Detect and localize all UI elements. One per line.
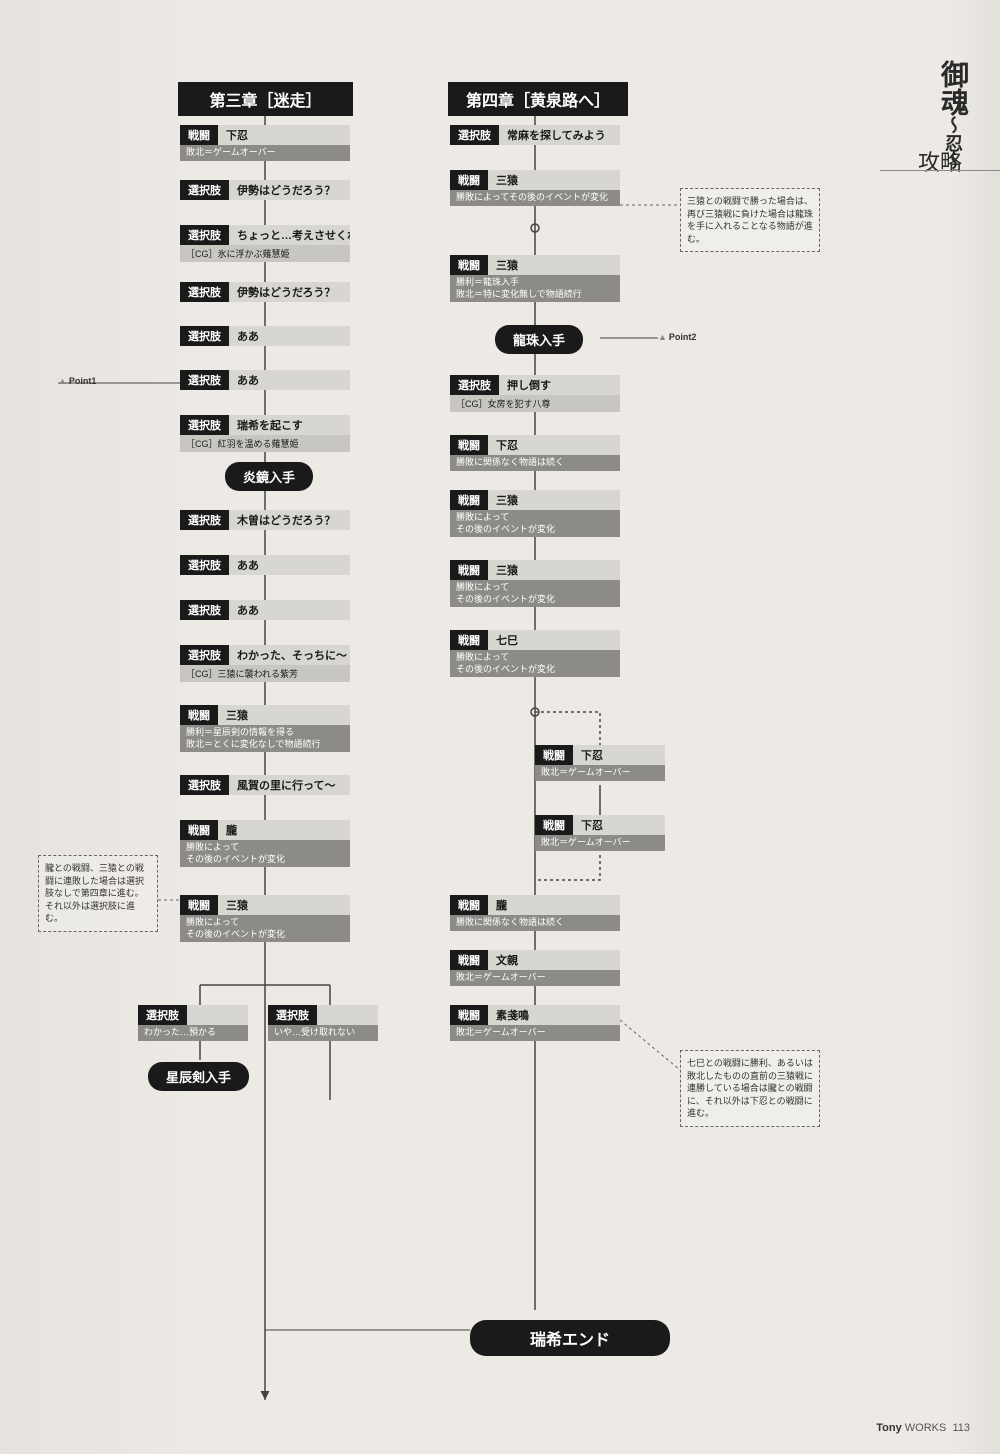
flow-node: 戦闘朧勝敗に関係なく物語は続く — [450, 895, 620, 931]
flow-node: 戦闘下忍勝敗に関係なく物語は続く — [450, 435, 620, 471]
sidebar-divider — [880, 170, 1000, 171]
flow-node: 戦闘三猿勝敗によってその後のイベントが変化 — [450, 170, 620, 206]
flow-node: 戦闘七巳勝敗によってその後のイベントが変化 — [450, 630, 620, 677]
flow-node: 選択肢伊勢はどうだろう？ — [180, 180, 350, 200]
flow-node: 戦闘下忍敗北＝ゲームオーバー — [180, 125, 350, 161]
flow-node: 選択肢風賀の里に行って〜 — [180, 775, 350, 795]
flow-node: 選択肢ああ — [180, 555, 350, 575]
flow-node: 戦闘朧勝敗によってその後のイベントが変化 — [180, 820, 350, 867]
flow-node: 選択肢瑞希を起こす［CG］紅羽を温める薙慧姫 — [180, 415, 350, 452]
ending-badge: 瑞希エンド — [470, 1320, 670, 1356]
flow-node: 戦闘素戔鳴敗北＝ゲームオーバー — [450, 1005, 620, 1041]
note-box: 朧との戦闘、三猿との戦闘に連敗した場合は選択肢なしで第四章に進む。それ以外は選択… — [38, 855, 158, 932]
flow-node: 戦闘三猿勝敗によってその後のイベントが変化 — [450, 490, 620, 537]
point-marker: Point2 — [658, 332, 696, 342]
note-box: 七巳との戦闘に勝利、あるいは敗北したものの直前の三猿戦に連勝している場合は朧との… — [680, 1050, 820, 1127]
flow-node: 選択肢ああ — [180, 326, 350, 346]
flow-node: 選択肢常麻を探してみよう — [450, 125, 620, 145]
page-background: 御魂〜忍〜 攻略 第三章［迷走］ 第四章［黄泉路へ］ 戦闘下忍敗北＝ゲームオーバ… — [0, 0, 1000, 1454]
choice-decline: 選択肢 いや…受け取れない — [268, 1005, 378, 1041]
flow-node: 選択肢ああ — [180, 370, 350, 390]
item-badge-ryuuju: 龍珠入手 — [495, 325, 583, 354]
item-badge-seishinken: 星辰剣入手 — [148, 1062, 249, 1091]
section-title: 攻略 — [918, 145, 962, 177]
chapter-4-header: 第四章［黄泉路へ］ — [448, 82, 628, 116]
flow-node: 選択肢ちょっと…考えさせくれ［CG］氷に浮かぶ薙慧姫 — [180, 225, 350, 262]
flow-node: 選択肢伊勢はどうだろう？ — [180, 282, 350, 302]
flow-node: 選択肢木曽はどうだろう？ — [180, 510, 350, 530]
flow-node: 戦闘三猿勝敗によってその後のイベントが変化 — [450, 560, 620, 607]
flow-node: 選択肢わかった、そっちに〜［CG］三猿に襲われる紫芳 — [180, 645, 350, 682]
flow-node: 選択肢ああ — [180, 600, 350, 620]
flow-node: 戦闘下忍敗北＝ゲームオーバー — [535, 815, 665, 851]
connector-lines — [0, 0, 1000, 1454]
flow-node: 戦闘三猿勝敗によってその後のイベントが変化 — [180, 895, 350, 942]
flow-node: 戦闘三猿勝利＝龍珠入手敗北＝特に変化無しで物語続行 — [450, 255, 620, 302]
flow-node: 選択肢押し倒す［CG］女房を犯す八尊 — [450, 375, 620, 412]
flow-node: 戦闘文親敗北＝ゲームオーバー — [450, 950, 620, 986]
chapter-3-header: 第三章［迷走］ — [178, 82, 353, 116]
point-marker: Point1 — [58, 376, 96, 386]
flow-node: 戦闘三猿勝利＝星辰剣の情報を得る敗北＝とくに変化なしで物語続行 — [180, 705, 350, 752]
note-box: 三猿との戦闘で勝った場合は、再び三猿戦に負けた場合は龍珠を手に入れることなる物語… — [680, 188, 820, 252]
item-badge-enkyou: 炎鏡入手 — [225, 462, 313, 491]
page-footer: Tony WORKS 113 — [876, 1422, 970, 1434]
flow-node: 戦闘下忍敗北＝ゲームオーバー — [535, 745, 665, 781]
choice-accept: 選択肢 わかった…預かる — [138, 1005, 248, 1041]
